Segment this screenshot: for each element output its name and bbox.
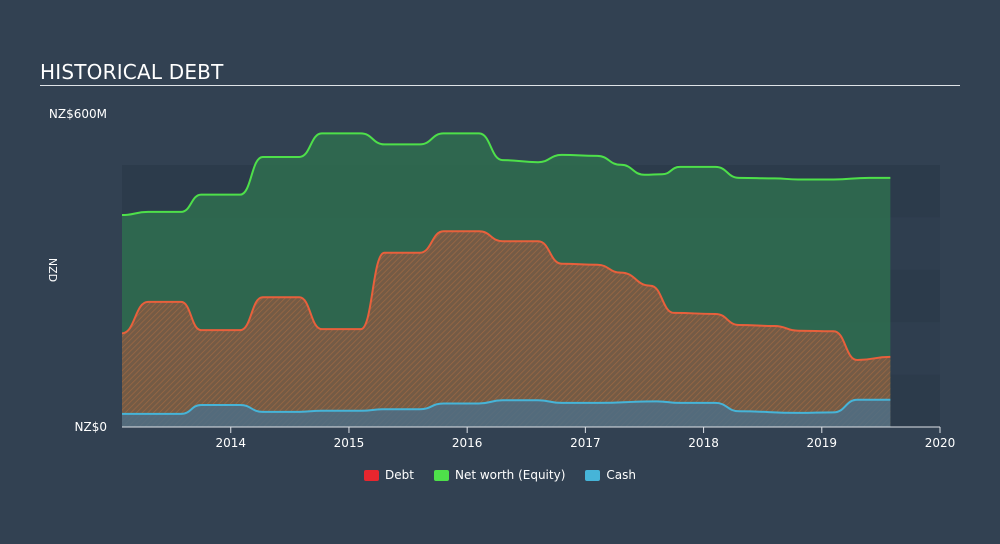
debt-hatch: [122, 231, 891, 427]
legend-swatch: [364, 469, 380, 481]
legend-item: Debt: [364, 468, 414, 482]
x-tick-label: 2020: [925, 436, 956, 450]
cash-area: [122, 399, 891, 427]
x-tick-label: 2016: [452, 436, 483, 450]
x-tick-label: 2019: [807, 436, 838, 450]
axes: 2014 2015 2016 2017 2018 2019 2020 NZ$600M NZ$0 N…: [46, 107, 955, 450]
legend-swatch: [585, 469, 601, 481]
x-tick-label: 2018: [688, 436, 719, 450]
x-tick-label: 2014: [215, 436, 246, 450]
cash-line: [122, 398, 891, 415]
debt-series: [121, 230, 891, 427]
legend-swatch: [433, 469, 449, 481]
legend-item: Cash: [585, 468, 636, 482]
legend-label: Debt: [385, 468, 414, 482]
debt-line: [121, 230, 891, 362]
legend-item: Net worth (Equity): [433, 468, 566, 482]
y-axis-label: NZD: [46, 258, 59, 282]
y-tick-label-max: NZ$600M: [49, 107, 107, 121]
equity-line: [121, 132, 891, 217]
legend-label: Net worth (Equity): [454, 468, 566, 482]
legend: Debt Net worth (Equity) Cash: [0, 468, 1000, 482]
title-divider: [40, 85, 960, 86]
series-areas: [121, 132, 891, 427]
y-tick-label-min: NZ$0: [75, 420, 107, 434]
legend-label: Cash: [606, 468, 636, 482]
chart-title: HISTORICAL DEBT: [40, 60, 224, 84]
cash-series: [122, 398, 891, 427]
x-tick-label: 2017: [570, 436, 601, 450]
x-tick-label: 2015: [334, 436, 365, 450]
